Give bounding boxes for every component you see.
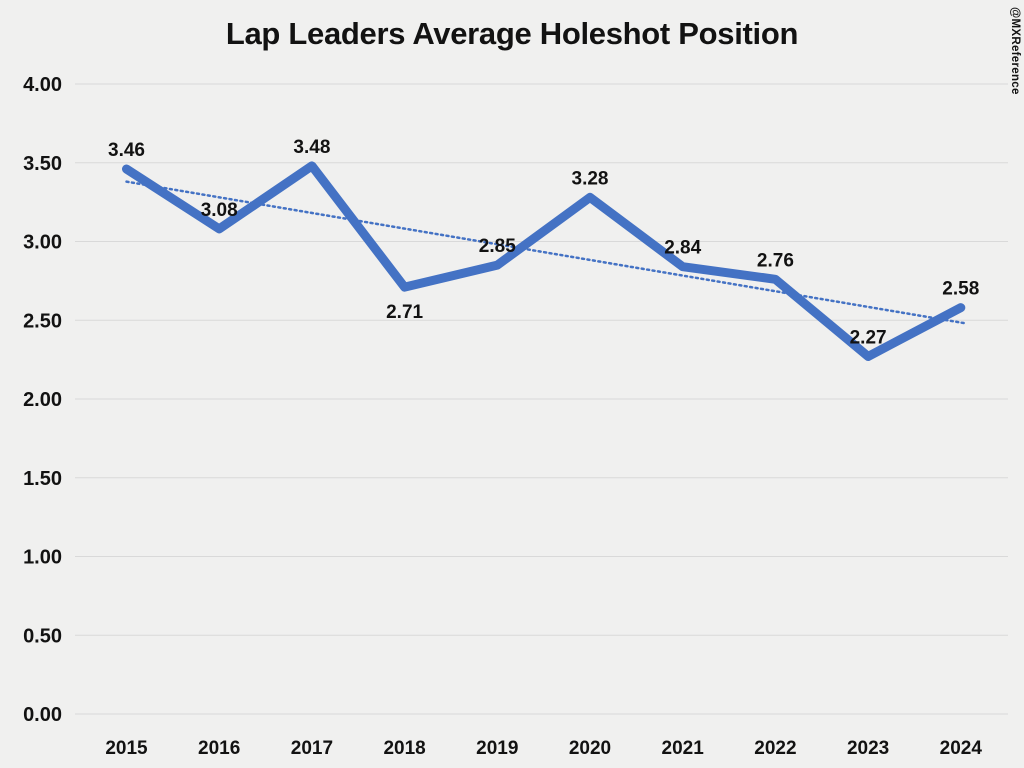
data-label: 2.85 <box>479 236 516 257</box>
y-tick-label: 3.00 <box>23 232 62 254</box>
data-line <box>122 161 966 361</box>
data-label: 2.58 <box>942 279 979 300</box>
y-tick-label: 2.50 <box>23 310 62 332</box>
y-tick-label: 1.00 <box>23 547 62 569</box>
y-tick-label: 2.00 <box>23 389 62 411</box>
y-tick-label: 0.50 <box>23 625 62 647</box>
data-label: 2.27 <box>850 327 887 348</box>
data-label: 3.48 <box>293 137 330 158</box>
data-label: 2.71 <box>386 302 423 323</box>
chart-title: Lap Leaders Average Holeshot Position <box>225 16 799 51</box>
x-tick-label: 2022 <box>754 738 796 759</box>
y-tick-label: 4.00 <box>23 74 62 96</box>
data-label: 2.76 <box>757 250 794 271</box>
x-tick-label: 2015 <box>105 738 148 759</box>
data-label: 3.08 <box>201 200 238 221</box>
y-tick-label: 0.00 <box>23 704 62 726</box>
y-tick-label: 1.50 <box>23 468 62 490</box>
x-tick-label: 2018 <box>383 738 425 759</box>
x-tick-label: 2023 <box>847 738 889 759</box>
y-tick-label: 3.50 <box>23 153 62 175</box>
x-tick-label: 2024 <box>940 738 983 759</box>
x-tick-label: 2016 <box>198 738 240 759</box>
data-label: 3.46 <box>108 140 145 161</box>
trendline <box>125 180 968 325</box>
data-label: 3.28 <box>572 168 609 189</box>
x-tick-label: 2021 <box>662 738 705 759</box>
x-tick-label: 2019 <box>476 738 518 759</box>
data-label: 2.84 <box>664 238 701 259</box>
watermark-text: @MXReference <box>1009 7 1021 95</box>
x-tick-label: 2020 <box>569 738 611 759</box>
x-tick-label: 2017 <box>291 738 333 759</box>
